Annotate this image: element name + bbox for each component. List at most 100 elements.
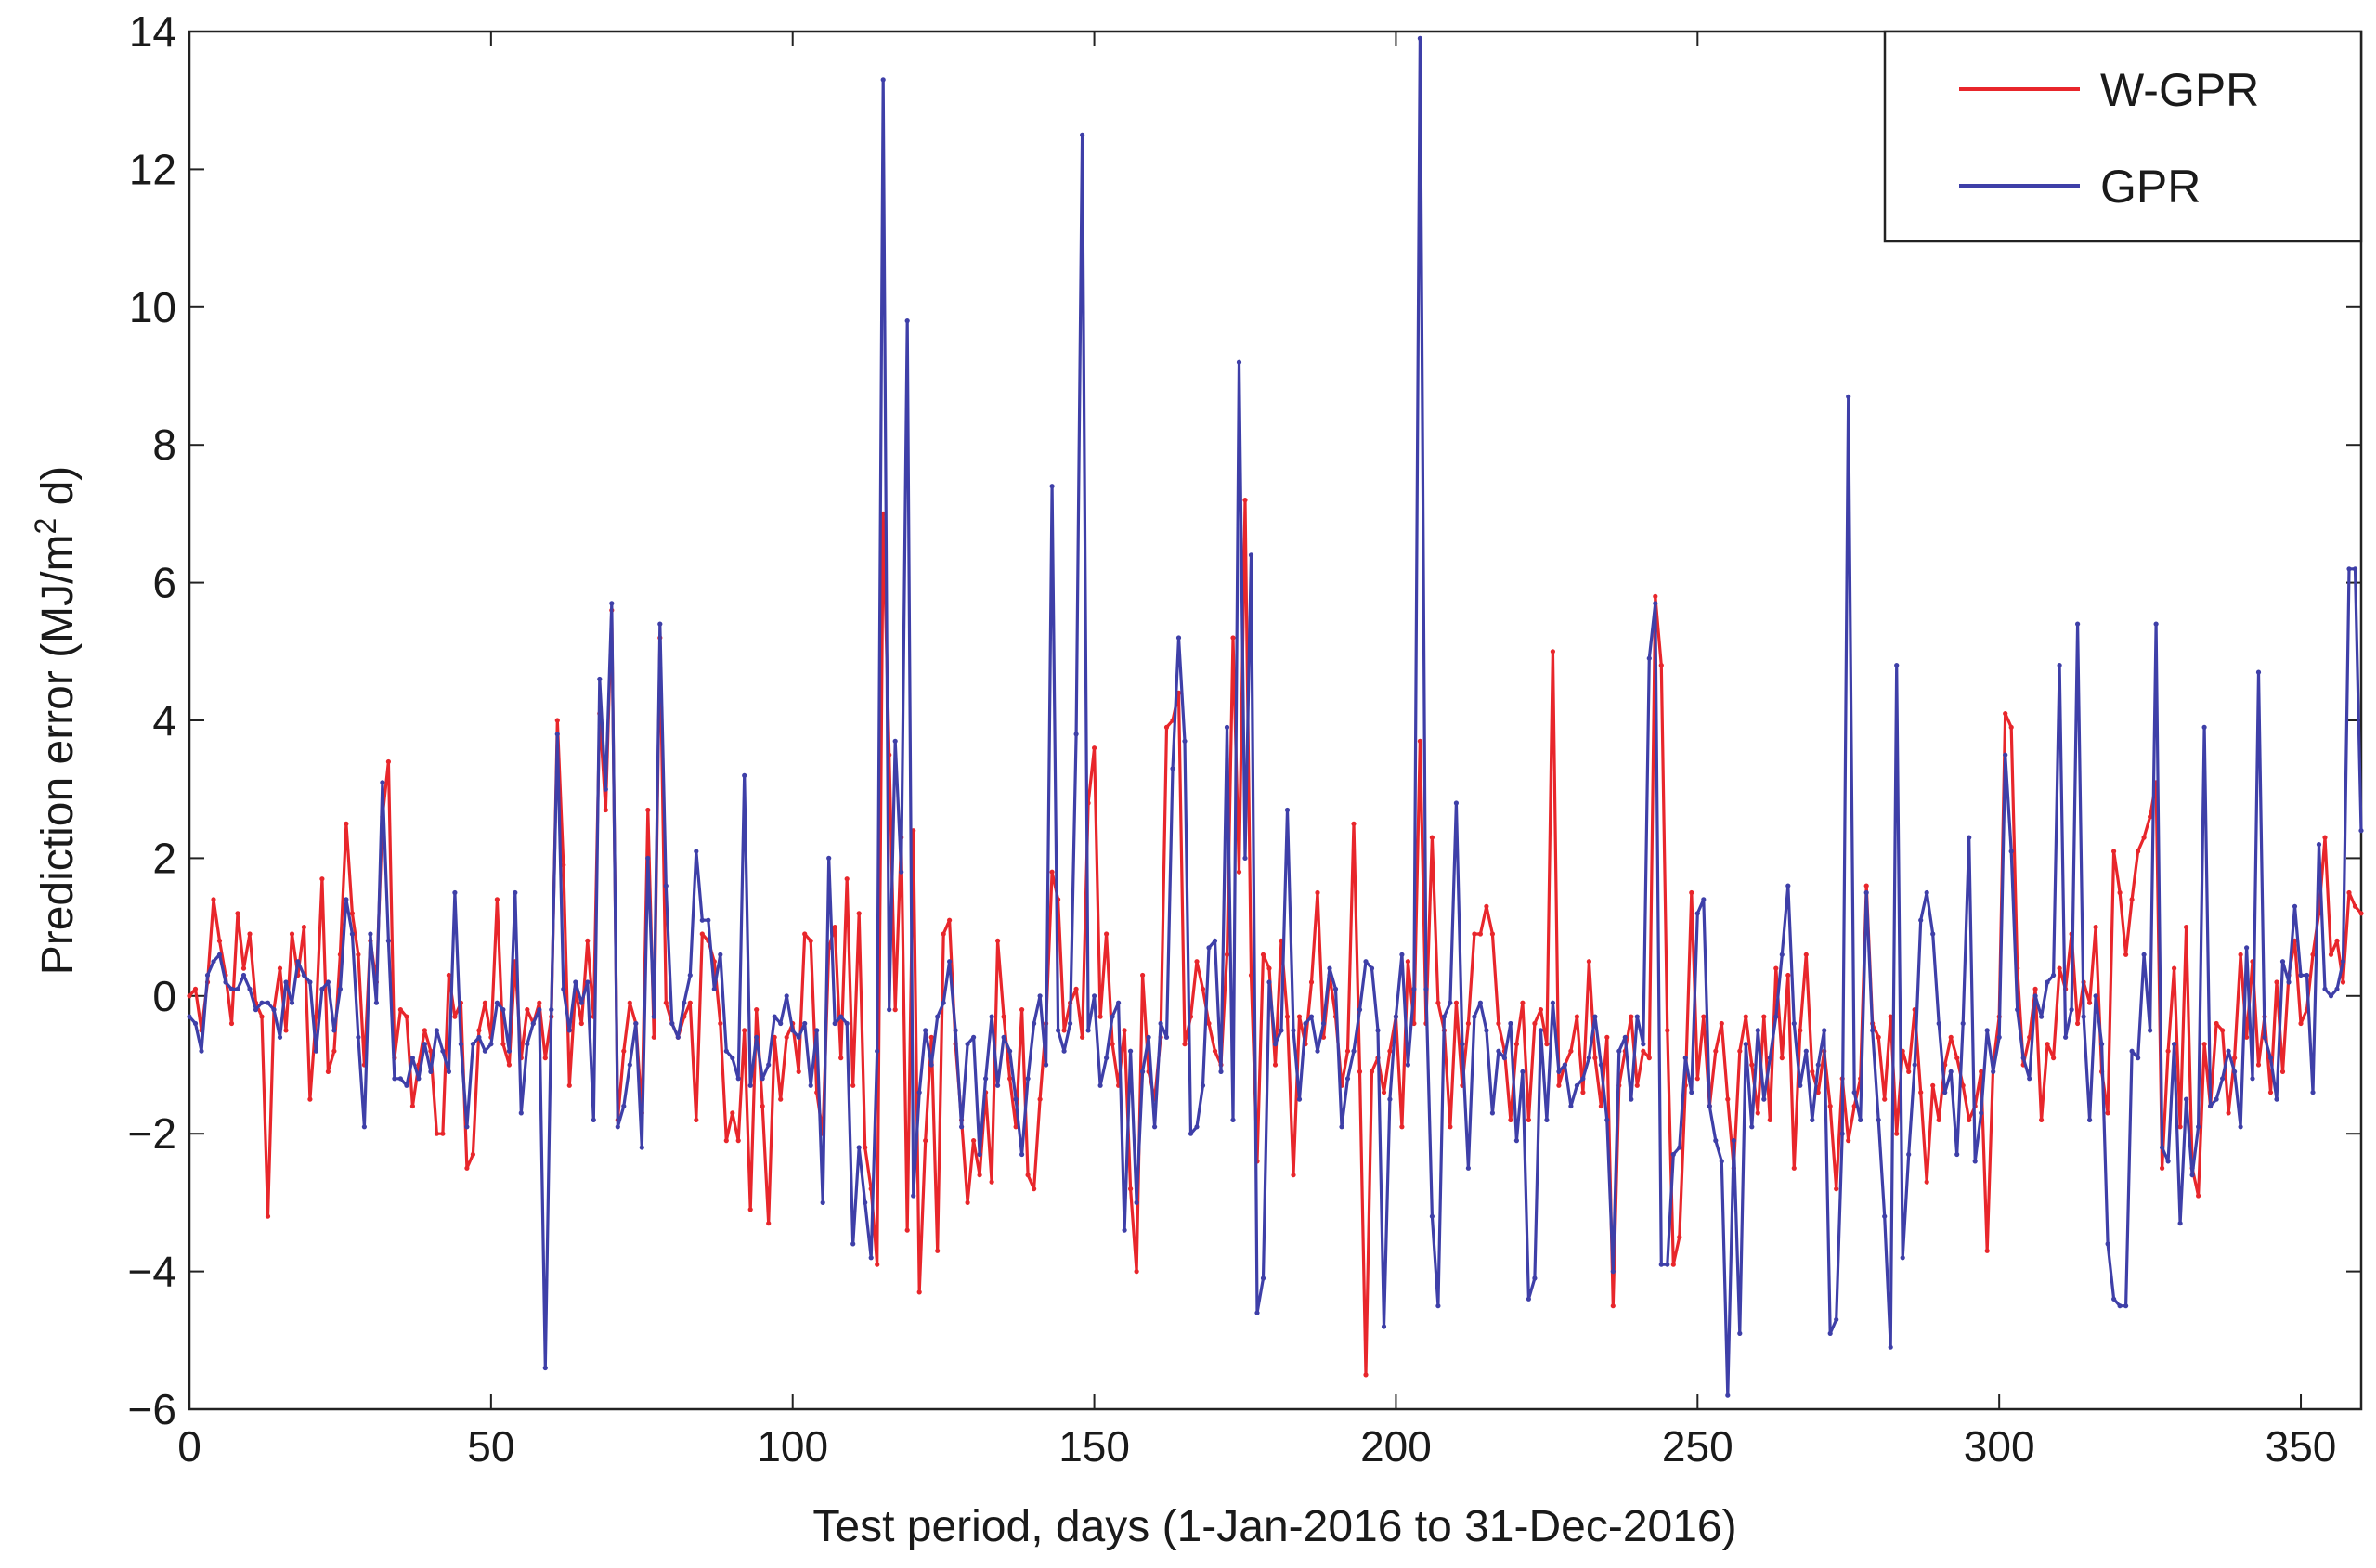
legend-label-w-gpr: W-GPR xyxy=(2100,64,2259,116)
data-point-gpr xyxy=(434,1028,439,1033)
data-point-w-gpr xyxy=(1097,1014,1103,1019)
data-point-gpr xyxy=(494,1000,500,1005)
data-point-w-gpr xyxy=(397,1007,403,1013)
data-point-gpr xyxy=(2322,986,2328,991)
data-point-w-gpr xyxy=(723,1138,729,1144)
data-point-gpr xyxy=(1550,1000,1555,1005)
data-point-gpr xyxy=(1218,1069,1224,1074)
legend-label-gpr: GPR xyxy=(2100,161,2201,213)
data-point-gpr xyxy=(2027,1076,2032,1082)
data-point-gpr xyxy=(1731,1138,1736,1144)
data-point-w-gpr xyxy=(1163,724,1170,731)
data-point-gpr xyxy=(1798,1082,1803,1088)
data-point-w-gpr xyxy=(1918,1090,1924,1095)
data-point-w-gpr xyxy=(554,718,560,723)
data-point-gpr xyxy=(289,1000,295,1005)
data-point-w-gpr xyxy=(941,931,946,937)
data-point-w-gpr xyxy=(1948,1034,1954,1040)
data-point-gpr xyxy=(1484,1028,1489,1033)
data-point-w-gpr xyxy=(542,1056,548,1061)
data-point-w-gpr xyxy=(947,917,953,923)
data-point-gpr xyxy=(500,1007,506,1013)
data-point-gpr xyxy=(1725,1393,1731,1398)
data-point-gpr xyxy=(2172,1042,2177,1047)
data-point-w-gpr xyxy=(1308,979,1315,985)
data-point-gpr xyxy=(1049,484,1055,489)
data-point-gpr xyxy=(2032,993,2038,999)
data-point-gpr xyxy=(923,1028,928,1033)
data-point-gpr xyxy=(844,1020,850,1027)
data-point-w-gpr xyxy=(1967,1117,1972,1122)
data-point-gpr xyxy=(1562,1062,1567,1068)
data-point-gpr xyxy=(597,676,603,682)
data-point-gpr xyxy=(880,77,886,83)
data-point-gpr xyxy=(2039,1014,2045,1019)
data-point-gpr xyxy=(1767,1056,1772,1061)
data-point-w-gpr xyxy=(1924,1179,1929,1185)
data-point-gpr xyxy=(482,1048,488,1054)
data-point-w-gpr xyxy=(301,925,306,930)
data-point-gpr xyxy=(404,1082,409,1088)
data-point-gpr xyxy=(1242,855,1248,862)
data-point-w-gpr xyxy=(2214,1020,2219,1027)
data-point-w-gpr xyxy=(1743,1014,1748,1019)
y-axis-title-tail: d) xyxy=(33,466,83,518)
data-point-w-gpr xyxy=(1773,965,1779,971)
data-point-gpr xyxy=(772,1014,777,1019)
data-point-gpr xyxy=(2075,621,2081,627)
data-point-gpr xyxy=(1701,897,1707,902)
data-point-gpr xyxy=(1224,724,1230,731)
data-point-gpr xyxy=(1948,1069,1954,1074)
data-point-w-gpr xyxy=(1013,1124,1019,1130)
data-point-gpr xyxy=(1128,1048,1134,1054)
data-point-w-gpr xyxy=(452,1014,458,1019)
data-point-gpr xyxy=(899,869,904,875)
data-point-gpr xyxy=(2201,724,2207,731)
data-point-w-gpr xyxy=(2172,965,2177,971)
data-point-w-gpr xyxy=(832,925,837,930)
data-point-gpr xyxy=(192,1020,199,1027)
data-point-gpr xyxy=(2099,1042,2105,1047)
data-point-gpr xyxy=(1019,1151,1025,1158)
data-point-gpr xyxy=(1188,1131,1194,1136)
data-point-w-gpr xyxy=(1363,1372,1369,1378)
data-point-gpr xyxy=(392,1076,397,1082)
data-point-gpr xyxy=(1954,1151,1960,1158)
data-point-w-gpr xyxy=(578,1020,584,1027)
data-point-gpr xyxy=(1272,1042,1279,1047)
data-point-gpr xyxy=(1158,1020,1163,1027)
data-point-w-gpr xyxy=(1701,1014,1707,1019)
data-point-gpr xyxy=(513,889,518,896)
data-point-gpr xyxy=(223,979,228,985)
data-point-gpr xyxy=(1327,965,1332,971)
data-point-gpr xyxy=(983,1076,989,1082)
data-point-gpr xyxy=(301,972,306,978)
data-point-w-gpr xyxy=(844,876,850,882)
data-point-w-gpr xyxy=(2201,1042,2207,1047)
data-point-gpr xyxy=(2057,663,2062,668)
data-point-gpr xyxy=(1308,1014,1315,1019)
data-point-w-gpr xyxy=(1248,972,1254,978)
data-point-w-gpr xyxy=(1296,1014,1303,1019)
data-point-w-gpr xyxy=(1484,903,1489,909)
data-point-gpr xyxy=(1206,945,1212,951)
data-point-gpr xyxy=(458,1042,463,1047)
data-point-gpr xyxy=(2310,1090,2316,1095)
data-point-w-gpr xyxy=(2328,952,2334,957)
data-point-gpr xyxy=(1568,1103,1574,1109)
data-point-gpr xyxy=(2334,986,2340,991)
data-point-w-gpr xyxy=(1007,1076,1013,1082)
data-point-gpr xyxy=(1339,1124,1344,1130)
data-point-w-gpr xyxy=(760,1103,765,1109)
data-point-gpr xyxy=(1556,1069,1562,1074)
data-point-gpr xyxy=(1526,1296,1531,1302)
data-point-gpr xyxy=(1296,1096,1303,1102)
data-point-w-gpr xyxy=(784,1034,789,1040)
data-point-gpr xyxy=(694,849,699,854)
data-point-gpr xyxy=(1381,1324,1387,1329)
data-point-w-gpr xyxy=(1272,1062,1279,1068)
data-point-gpr xyxy=(1236,359,1242,365)
data-point-w-gpr xyxy=(428,1048,434,1054)
data-point-gpr xyxy=(2008,849,2014,854)
data-point-w-gpr xyxy=(2255,1062,2262,1068)
